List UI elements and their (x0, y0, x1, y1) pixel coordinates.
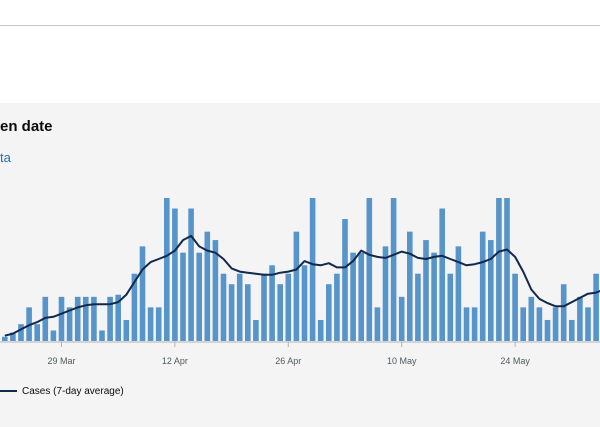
bar-46 (374, 307, 381, 341)
bar-8 (66, 307, 73, 341)
bar-57 (463, 307, 470, 341)
bar-63 (512, 273, 518, 341)
bar-37 (301, 265, 308, 341)
bar-32 (261, 273, 267, 341)
bar-1 (10, 332, 16, 341)
bar-17 (139, 246, 146, 341)
x-tick-label-35: 26 Apr (275, 356, 301, 366)
bar-2 (18, 324, 24, 341)
bar-29 (236, 273, 243, 341)
bar-25 (204, 231, 211, 341)
bar-67 (544, 319, 551, 341)
chart-legend: Cases (7-day average) (0, 384, 124, 398)
bar-61 (496, 198, 502, 341)
x-tick-label-49: 10 May (387, 356, 417, 366)
chart-title: en date (0, 118, 53, 135)
bar-7 (58, 296, 65, 341)
legend-line-swatch (0, 390, 17, 392)
bar-70 (569, 319, 575, 341)
bar-27 (220, 273, 227, 341)
bar-66 (536, 307, 543, 341)
bar-73 (593, 273, 599, 341)
bar-0 (2, 336, 8, 341)
bar-23 (188, 208, 194, 341)
x-tick-label-63: 24 May (500, 356, 530, 366)
bar-40 (326, 284, 332, 341)
bar-55 (447, 273, 454, 341)
bar-65 (528, 296, 535, 341)
bar-9 (74, 296, 81, 341)
bar-72 (585, 307, 591, 341)
bar-45 (366, 198, 373, 341)
bar-42 (342, 219, 348, 341)
bar-62 (504, 198, 510, 341)
bar-12 (99, 330, 105, 341)
legend-label-7day-average: Cases (7-day average) (22, 385, 124, 397)
top-divider (0, 25, 600, 26)
bar-14 (115, 294, 121, 341)
bar-33 (269, 265, 275, 341)
bar-34 (277, 284, 283, 341)
bar-4 (34, 324, 40, 341)
bar-13 (107, 296, 113, 341)
bar-44 (358, 252, 364, 341)
bar-59 (479, 231, 486, 341)
bar-15 (123, 319, 130, 341)
bar-26 (212, 240, 219, 341)
data-link[interactable]: ta (0, 150, 11, 165)
bar-56 (455, 246, 462, 341)
bar-58 (471, 307, 478, 341)
bar-18 (147, 307, 154, 341)
bar-51 (415, 273, 421, 341)
bar-49 (398, 296, 405, 341)
bar-31 (253, 319, 259, 341)
bar-54 (439, 208, 445, 341)
bar-39 (317, 319, 324, 341)
bar-71 (577, 296, 583, 341)
bar-22 (180, 252, 186, 341)
line-7day-average (4, 234, 600, 337)
bar-48 (390, 198, 397, 341)
bar-20 (164, 198, 170, 341)
bar-50 (407, 231, 413, 341)
bar-16 (131, 273, 138, 341)
bar-69 (560, 284, 567, 341)
bar-47 (382, 246, 389, 341)
bar-53 (431, 252, 437, 341)
bar-24 (196, 252, 202, 341)
bar-30 (245, 284, 251, 341)
bar-64 (520, 307, 526, 341)
bar-68 (552, 307, 559, 341)
bar-36 (293, 231, 300, 341)
bar-38 (309, 198, 316, 341)
bar-35 (285, 273, 292, 341)
bar-41 (334, 273, 340, 341)
bar-43 (350, 252, 356, 341)
bar-19 (155, 307, 162, 341)
bar-28 (228, 284, 235, 341)
bar-52 (423, 240, 429, 341)
x-tick-label-7: 29 Mar (47, 356, 75, 366)
bar-60 (488, 240, 494, 341)
bar-6 (50, 330, 57, 341)
bar-11 (91, 296, 97, 341)
bar-21 (172, 208, 178, 341)
bar-10 (83, 296, 89, 341)
x-tick-label-21: 12 Apr (162, 356, 188, 366)
